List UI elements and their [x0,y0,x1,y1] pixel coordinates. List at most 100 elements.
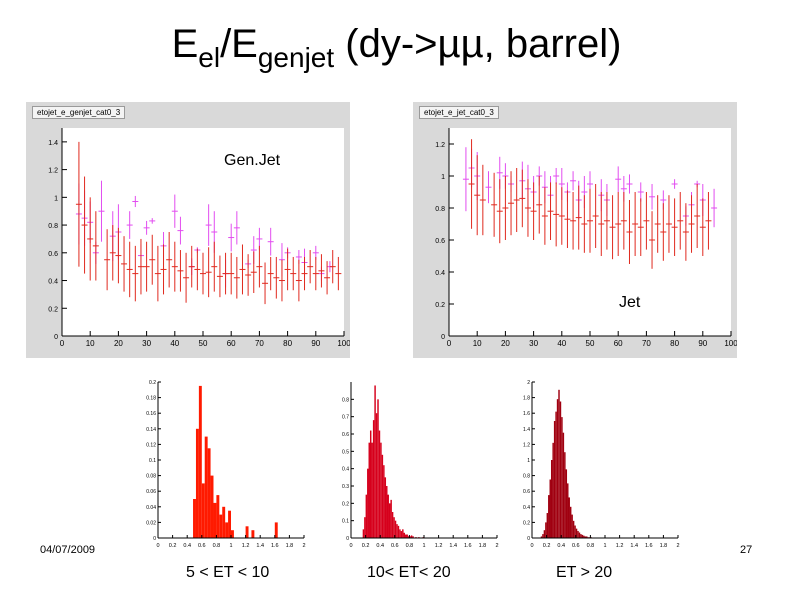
hist-y-tick-label: 0.4 [342,467,349,473]
hist-y-tick-label: 0.02 [146,520,156,526]
hist-bar [412,536,414,538]
x-tick-label: 30 [529,339,538,348]
hist-bar [567,483,569,538]
hist-y-tick-label: 0.14 [146,427,156,433]
hist-mid-et: 0 0.2 0.4 0.6 0.8 1 1.2 1.4 1.6 1.8 2 0 0.1 0.2 0.3 0.4… [342,382,499,549]
hist-bar [549,479,551,538]
hist-x-tick-label: 2 [495,543,498,549]
hist-bar [548,495,550,538]
hist-y-tick-label: 0.2 [342,501,349,507]
hist-bar [386,486,388,538]
hist-bar [575,528,578,538]
y-tick-label: 1 [54,195,58,202]
jet-annotation: Jet [619,294,641,311]
hist-x-tick-label: 1.6 [645,543,653,549]
hist-bar [572,520,575,538]
genjet-annotation: Gen.Jet [224,152,281,169]
x-tick-label: 90 [698,339,707,348]
hist-bar [581,534,584,538]
y-tick-label: 0.2 [435,302,445,309]
hist-bar [397,525,400,538]
hist-x-tick-label: 2 [676,543,679,549]
hist-y-tick-label: 0.04 [146,505,156,511]
hist-x-tick-label: 0.8 [213,543,221,549]
hist-y-tick-label: 0.6 [523,489,530,495]
hist-x-tick-label: 0 [530,543,533,549]
x-tick-label: 10 [473,339,482,348]
hist-bar [403,532,406,538]
hist-bar [402,529,404,538]
hist-x-tick-label: 0 [156,543,159,549]
hist-y-tick-label: 0 [527,536,530,542]
x-tick-label: 70 [642,339,651,348]
x-tick-label: 70 [255,339,264,348]
y-tick-label: 0.8 [48,223,58,230]
hist-bar [405,534,407,538]
hist-bar [204,436,208,538]
hist-bar [222,506,226,538]
x-tick-label: 20 [501,339,510,348]
hist-bar [542,534,544,538]
hist-bar [201,483,205,538]
hist-bar [375,413,378,538]
footer-page-number: 27 [740,544,753,556]
hist-bar [556,399,559,538]
hist-x-tick-label: 1.6 [464,543,472,549]
hist-x-tick-label: 0.2 [362,543,370,549]
x-tick-label: 90 [311,339,320,348]
x-tick-label: 0 [60,339,65,348]
hist-bar [552,442,554,538]
genjet-chart: 0 10 20 30 40 50 60 70 80 90 100 0 0.2 0.4 0.6 0.8 1 1.2 1… [48,128,350,348]
hist-bar [377,399,379,538]
y-tick-label: 0 [441,334,445,341]
hist-bar [372,420,375,538]
slide-title: Eel/Egenjet (dy->µµ, barrel) [0,22,793,73]
x-tick-label: 40 [557,339,566,348]
hist-y-tick-label: 0.16 [146,411,156,417]
y-tick-label: 0 [54,334,58,341]
hist-bar [391,512,394,538]
hist-x-tick-label: 1.4 [256,543,264,549]
y-tick-label: 1 [441,174,445,181]
hist-y-tick-label: 0.8 [523,474,530,480]
x-tick-label: 0 [447,339,452,348]
hist-bar [274,522,278,538]
hist-bar [584,536,587,538]
hist-y-tick-label: 1 [527,458,530,464]
hist-bar [555,411,557,538]
hist-x-tick-label: 0.4 [557,543,565,549]
hist-bar [540,536,543,538]
x-tick-label: 10 [86,339,95,348]
hist-y-tick-label: 1.8 [523,396,530,402]
hist-bar [580,534,582,538]
hist-bar [393,517,395,538]
hist-bar [550,460,553,538]
y-tick-label: 0.4 [48,279,58,286]
x-tick-label: 80 [670,339,679,348]
hist-bar [578,532,581,538]
hist-bar [198,385,202,538]
hist-y-tick-label: 0.2 [523,520,530,526]
hist-x-tick-label: 0.4 [183,543,191,549]
hist-bar [384,477,387,538]
hist-x-tick-label: 1.8 [660,543,668,549]
hist-x-tick-label: 1.4 [630,543,638,549]
hist-x-tick-label: 0.6 [198,543,206,549]
hist-bar [394,520,397,538]
y-tick-label: 0.2 [48,306,58,313]
hist-x-tick-label: 0.8 [587,543,595,549]
hist-bar [571,514,573,538]
hist-x-tick-label: 1.2 [435,543,443,549]
y-tick-label: 0.8 [435,206,445,213]
hist-bar [231,530,234,538]
hist-high-et: 0 0.2 0.4 0.6 0.8 1 1.2 1.4 1.6 1.8 2 0 0.2 0.4 0.6 0.8… [523,380,679,549]
genjet-tab[interactable]: etojet_e_genjet_cat0_3 [32,106,126,119]
jet-tab[interactable]: etojet_e_jet_cat0_3 [419,106,499,119]
x-tick-label: 50 [199,339,208,348]
hist-bar [399,529,401,538]
hist-x-tick-label: 0.6 [391,543,399,549]
hist-bar [193,499,196,538]
hist-bar [407,536,410,538]
hist-bar [564,452,566,538]
x-tick-label: 40 [170,339,179,348]
